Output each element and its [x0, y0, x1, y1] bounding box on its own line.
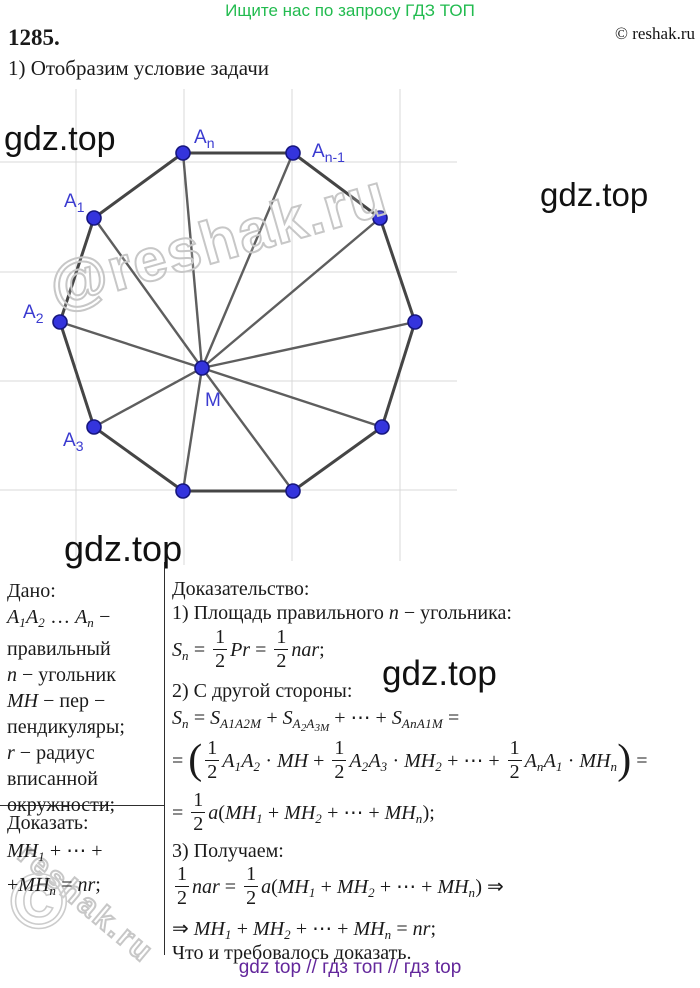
vertex-dot: [407, 314, 423, 330]
vertex-dot: [52, 314, 68, 330]
formula-equate: 1 2 nar = 1 2 a(MH1 + MH2 + ⋯ + MHn) ⇒: [175, 862, 504, 909]
footer-links: gdz top // гдз топ // гдз top: [238, 957, 462, 978]
point-M-dot: [194, 360, 210, 376]
prove-block: Доказать: MH1 + ⋯ + +MHn = nr;: [7, 809, 161, 905]
vertex-dots: [52, 145, 423, 499]
problem-number: 1285.: [8, 25, 60, 50]
proof-step1: 1) Площадь правильного n − угольника:: [172, 602, 512, 624]
given-block: Дано: A1A2 … An − правильный n − угольни…: [7, 578, 161, 818]
point-M-label: M: [205, 390, 221, 411]
vertex-dot: [372, 210, 388, 226]
vertex-dot: [175, 483, 191, 499]
watermark-gdz-in-proof: gdz.top: [382, 654, 497, 693]
given-line: пендикуляры;: [7, 716, 125, 738]
formula-area: Sn = 1 2 Pr = 1 2 nar;: [172, 625, 325, 672]
given-line: MH − пер −: [7, 690, 106, 712]
vertex-dot: [86, 210, 102, 226]
formula-expanded: = (1 2 A1A2 · MH + 1 2 A2A3 · MH2 + ⋯ + 1 2 An…: [172, 736, 648, 783]
vertex-dot: [374, 419, 390, 435]
prove-title: Доказать:: [7, 812, 89, 834]
given-line: вписанной: [7, 768, 98, 790]
vertex-label-a1: A1: [64, 191, 85, 215]
given-line: окружности;: [7, 794, 116, 816]
vertex-label-an: An: [194, 127, 214, 151]
vertex-label-a2: A2: [23, 302, 44, 326]
given-line: A1A2 … An −: [7, 606, 111, 630]
qed-line: Что и требовалось доказать.: [172, 942, 412, 964]
proof-step2: 2) С другой стороны:: [172, 680, 353, 702]
promo-banner: Ищите нас по запросу ГДЗ ТОП: [225, 1, 475, 20]
given-title: Дано:: [7, 580, 56, 602]
vertex-label-an1: An-1: [312, 141, 345, 165]
vertex-dot: [86, 419, 102, 435]
vertex-dot: [285, 483, 301, 499]
given-prove-separator: [0, 805, 164, 806]
segments-from-M: [59, 152, 416, 492]
copyright-note: © reshak.ru: [615, 24, 695, 43]
prove-line: +MHn = nr;: [7, 874, 101, 898]
vertex-dot: [285, 145, 301, 161]
vertex-dot: [175, 145, 191, 161]
proof-title: Доказательство:: [172, 578, 310, 600]
column-divider: [164, 562, 165, 955]
given-line: n − угольник: [7, 664, 116, 686]
vertex-label-a3: A3: [63, 430, 84, 454]
polygon-outline: [58, 151, 417, 493]
polygon-diagram: An An-1 A1 A2 A3 M: [0, 89, 457, 565]
formula-half-a: = 1 2 a(MH1 + MH2 + ⋯ + MHn);: [172, 788, 435, 835]
proof-step3: 3) Получаем:: [172, 840, 284, 862]
step-title: 1) Отобразим условие задачи: [8, 56, 269, 80]
vertex-labels: An An-1 A1 A2 A3 M: [23, 127, 345, 454]
formula-sum-of-triangles: Sn = SA1A2M + SA2A3M + ⋯ + SAnA1M =: [172, 707, 460, 734]
given-line: правильный: [7, 638, 111, 660]
prove-line: MH1 + ⋯ +: [7, 840, 103, 864]
formula-result: ⇒ MH1 + MH2 + ⋯ + MHn = nr;: [172, 918, 437, 942]
watermark-gdz-top-right: gdz.top: [540, 176, 649, 213]
given-line: r − радиус: [7, 742, 95, 764]
